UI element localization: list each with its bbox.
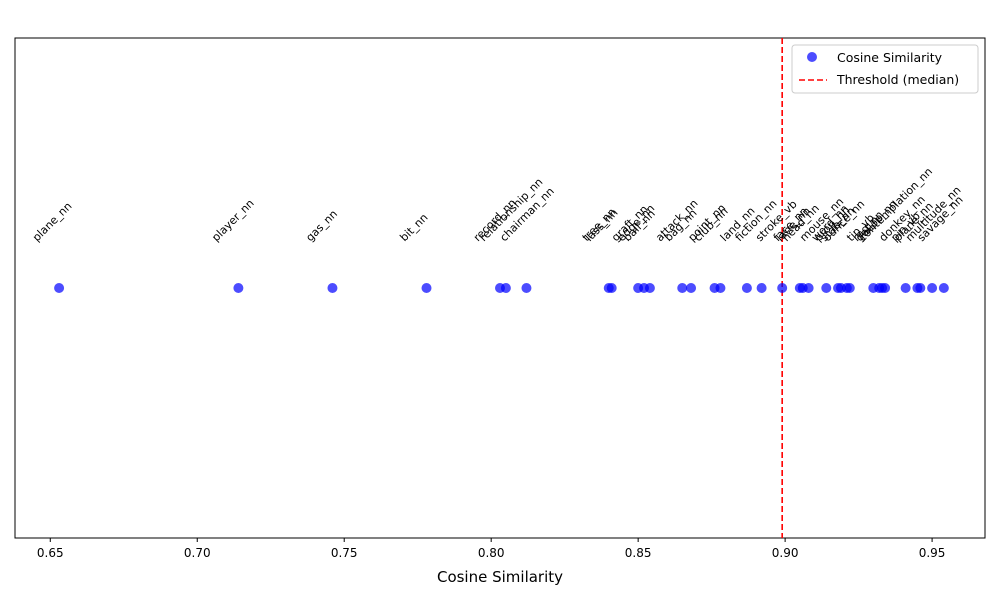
- x-tick-label: 0.80: [478, 546, 505, 560]
- data-point: [777, 283, 788, 293]
- x-tick-label: 0.85: [625, 546, 652, 560]
- x-axis-ticks: 0.65 0.70 0.75 0.80 0.85 0.90 0.95: [37, 538, 946, 560]
- data-point: [421, 283, 432, 293]
- x-tick-label: 0.70: [184, 546, 211, 560]
- x-tick-label: 0.95: [919, 546, 946, 560]
- data-point: [756, 283, 767, 293]
- data-point: [686, 283, 697, 293]
- data-point: [54, 283, 65, 293]
- data-point: [741, 283, 752, 293]
- data-point: [880, 283, 891, 293]
- data-point: [927, 283, 938, 293]
- legend-box: [791, 44, 979, 94]
- legend-scatter-marker: [807, 52, 817, 62]
- data-point: [844, 283, 855, 293]
- legend: Cosine Similarity Threshold (median): [791, 44, 979, 94]
- data-point: [644, 283, 655, 293]
- legend-threshold-label: Threshold (median): [836, 72, 959, 87]
- data-point: [677, 283, 688, 293]
- data-point: [821, 283, 832, 293]
- x-tick-label: 0.65: [37, 546, 64, 560]
- data-point: [233, 283, 244, 293]
- x-tick-label: 0.75: [331, 546, 358, 560]
- x-axis-label: Cosine Similarity: [437, 568, 563, 586]
- data-points: [54, 283, 949, 293]
- x-tick-label: 0.90: [772, 546, 799, 560]
- legend-scatter-label: Cosine Similarity: [837, 50, 943, 65]
- data-point: [715, 283, 726, 293]
- data-point: [327, 283, 338, 293]
- data-point: [803, 283, 814, 293]
- data-point: [938, 283, 949, 293]
- data-point: [915, 283, 926, 293]
- data-point: [500, 283, 511, 293]
- data-point: [606, 283, 617, 293]
- data-point: [900, 283, 911, 293]
- data-point: [521, 283, 532, 293]
